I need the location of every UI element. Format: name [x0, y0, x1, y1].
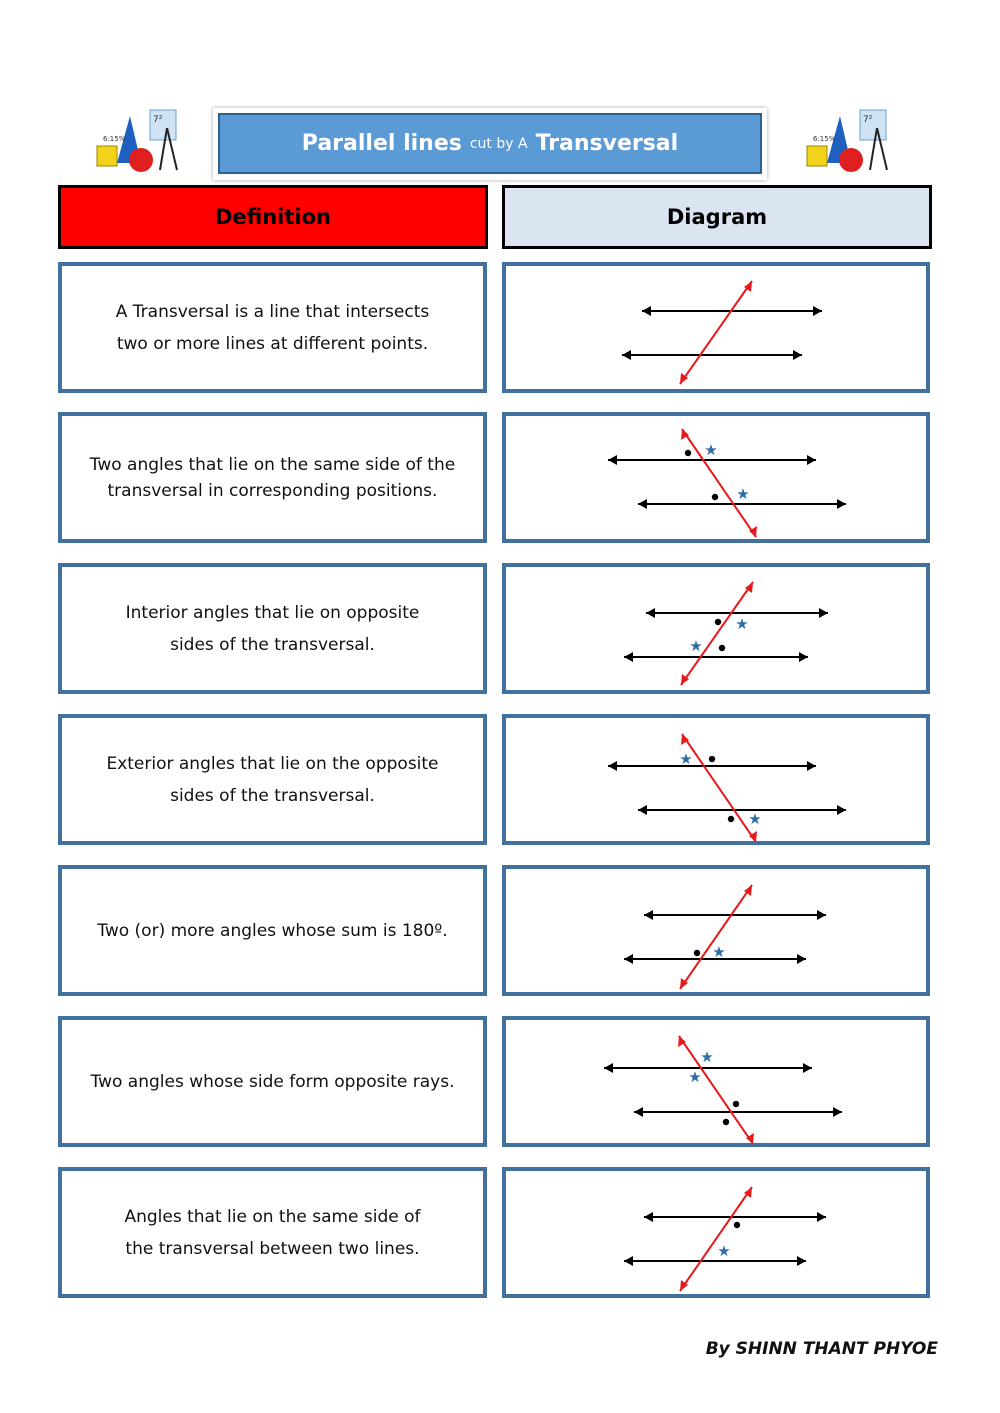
diagram-header: Diagram	[502, 185, 932, 249]
definition-line: sides of the transversal.	[170, 634, 375, 655]
definition-card: Exterior angles that lie on the opposite…	[58, 714, 487, 845]
title-part-2: cut by A	[469, 135, 528, 152]
diagram-card: ★	[502, 1167, 930, 1298]
svg-text:★: ★	[689, 637, 702, 655]
svg-text:7²: 7²	[153, 115, 163, 125]
definition-line: transversal in corresponding positions.	[107, 480, 438, 501]
definition-line: Interior angles that lie on opposite	[125, 602, 420, 623]
diagram-card: ★ ★	[502, 563, 930, 694]
author-credit: By SHINN THANT PHYOE	[705, 1339, 938, 1359]
definition-line: Two (or) more angles whose sum is 180º.	[97, 920, 448, 941]
svg-text:★: ★	[735, 615, 748, 633]
definition-card: Interior angles that lie on opposite sid…	[58, 563, 487, 694]
corresponding-angles-diagram: ★ ★	[608, 428, 846, 538]
definition-card: Two angles that lie on the same side of …	[58, 412, 487, 543]
vertical-angles-diagram: ★ ★	[604, 1035, 842, 1143]
svg-text:6:15%: 6:15%	[103, 135, 126, 143]
consecutive-interior-angles-diagram: ★	[624, 1186, 826, 1292]
math-logo-right: 7² 6:15%	[806, 109, 888, 172]
definition-line: the transversal between two lines.	[125, 1238, 420, 1259]
alternate-interior-angles-diagram: ★ ★	[624, 581, 828, 686]
definition-header: Definition	[58, 185, 488, 249]
svg-text:6:15%: 6:15%	[813, 135, 836, 143]
diagram-card	[502, 262, 930, 393]
definition-line: Angles that lie on the same side of	[124, 1206, 421, 1227]
diagram-card: ★ ★	[502, 714, 930, 845]
definition-line: Two angles whose side form opposite rays…	[90, 1071, 455, 1092]
definition-line: Exterior angles that lie on the opposite	[106, 753, 439, 774]
title-part-3: Transversal	[535, 131, 679, 156]
definition-line: Two angles that lie on the same side of …	[89, 454, 456, 475]
supplementary-angles-diagram: ★	[624, 884, 826, 990]
definition-card: A Transversal is a line that intersects …	[58, 262, 487, 393]
definition-line: two or more lines at different points.	[116, 333, 429, 354]
transversal-diagram	[622, 280, 822, 385]
svg-text:7²: 7²	[863, 115, 873, 125]
svg-text:★: ★	[688, 1068, 701, 1086]
math-logo-left: 7² 6:15%	[96, 109, 178, 172]
definition-line: A Transversal is a line that intersects	[115, 301, 430, 322]
definition-card: Angles that lie on the same side of the …	[58, 1167, 487, 1298]
definition-card: Two angles whose side form opposite rays…	[58, 1016, 487, 1147]
diagram-card: ★	[502, 865, 930, 996]
diagram-card: ★ ★	[502, 412, 930, 543]
title-part-1: Parallel lines	[301, 131, 462, 156]
svg-text:★: ★	[736, 485, 749, 503]
svg-text:★: ★	[712, 943, 725, 961]
svg-text:★: ★	[704, 441, 717, 459]
svg-text:★: ★	[700, 1048, 713, 1066]
definition-line: sides of the transversal.	[170, 785, 375, 806]
svg-text:★: ★	[748, 810, 761, 828]
alternate-exterior-angles-diagram: ★ ★	[608, 733, 846, 841]
title-box: Parallel lines cut by A Transversal	[213, 108, 767, 180]
definition-card: Two (or) more angles whose sum is 180º.	[58, 865, 487, 996]
title-banner: Parallel lines cut by A Transversal	[218, 113, 762, 174]
svg-text:★: ★	[679, 750, 692, 768]
diagram-card: ★ ★	[502, 1016, 930, 1147]
svg-text:★: ★	[717, 1242, 730, 1260]
